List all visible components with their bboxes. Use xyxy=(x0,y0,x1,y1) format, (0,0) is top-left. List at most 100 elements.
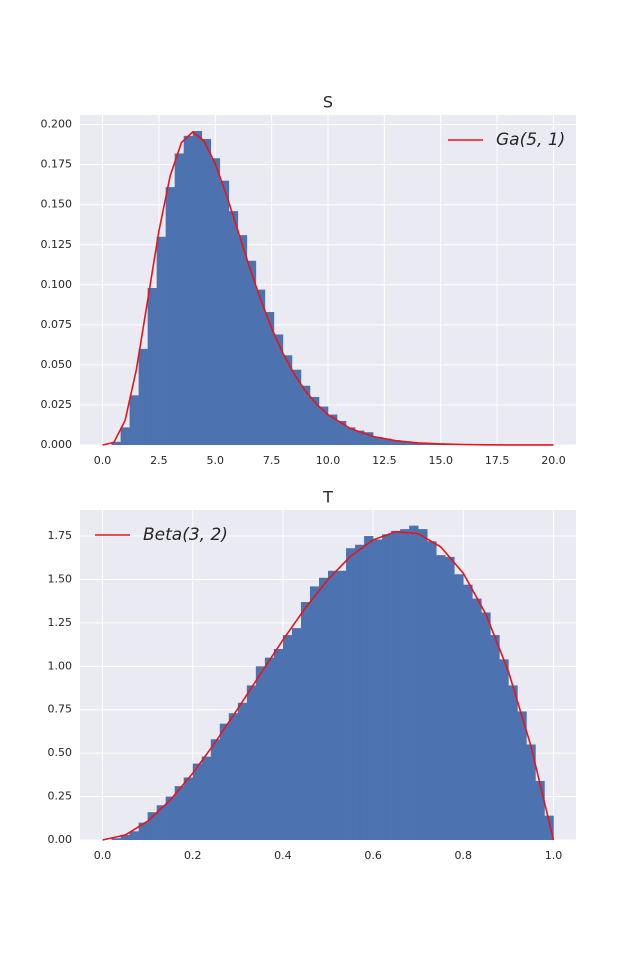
bar xyxy=(201,139,212,446)
y-tick-label: 1.00 xyxy=(48,659,73,672)
y-tick-label: 0.100 xyxy=(41,278,73,291)
bar xyxy=(382,534,392,840)
y-tick-label: 0.50 xyxy=(48,746,73,759)
bar xyxy=(156,805,166,840)
bar xyxy=(291,369,302,445)
bar xyxy=(418,529,428,840)
bar xyxy=(255,289,266,445)
x-tick-label: 5.0 xyxy=(207,454,225,467)
bar xyxy=(318,577,329,840)
y-tick-label: 0.75 xyxy=(48,703,73,716)
bar xyxy=(192,131,203,446)
chart-title: T xyxy=(322,488,333,507)
bar xyxy=(300,602,311,840)
bar xyxy=(147,288,157,445)
bar xyxy=(138,822,148,840)
bar xyxy=(237,702,248,840)
bar xyxy=(165,187,175,445)
bar xyxy=(246,260,257,445)
chart-title: S xyxy=(323,93,333,112)
bar xyxy=(418,443,428,445)
line xyxy=(102,530,555,841)
bar xyxy=(472,598,482,840)
bar xyxy=(436,555,446,840)
bar xyxy=(201,756,212,840)
bar xyxy=(318,406,329,445)
bar xyxy=(111,441,121,445)
legend-label: Beta(3, 2) xyxy=(143,525,228,545)
bar xyxy=(463,584,473,840)
bar xyxy=(400,441,410,445)
bar xyxy=(328,570,338,840)
bar xyxy=(273,334,284,445)
line xyxy=(102,130,554,446)
bar xyxy=(391,530,401,840)
x-tick-label: 15.0 xyxy=(428,454,453,467)
x-tick-label: 2.5 xyxy=(150,454,168,467)
bar xyxy=(147,812,157,840)
bar xyxy=(490,635,500,840)
bar xyxy=(237,235,248,445)
bar xyxy=(309,586,320,840)
x-tick-label: 12.5 xyxy=(372,454,397,467)
bar xyxy=(219,723,230,840)
bar xyxy=(337,420,347,445)
x-tick-label: 0.0 xyxy=(94,454,112,467)
y-tick-label: 0.175 xyxy=(41,158,73,171)
bar xyxy=(346,427,356,445)
bar xyxy=(183,777,194,840)
bar xyxy=(328,414,338,445)
bar xyxy=(156,236,166,445)
bar xyxy=(445,556,455,840)
bar xyxy=(165,796,175,840)
y-tick-label: 0.025 xyxy=(41,398,73,411)
bar xyxy=(273,648,284,840)
y-tick-label: 0.200 xyxy=(41,118,73,131)
bar xyxy=(129,831,139,840)
x-tick-label: 17.5 xyxy=(485,454,510,467)
bar xyxy=(210,158,221,445)
bar xyxy=(120,834,130,840)
bar xyxy=(409,525,419,840)
bar xyxy=(255,666,266,840)
bar xyxy=(526,744,536,840)
y-tick-label: 0.050 xyxy=(41,358,73,371)
y-tick-label: 1.75 xyxy=(48,529,73,542)
bar xyxy=(400,529,410,840)
bar xyxy=(246,685,257,840)
x-tick-label: 7.5 xyxy=(263,454,281,467)
bar xyxy=(210,739,221,840)
x-tick-label: 10.0 xyxy=(316,454,341,467)
bar xyxy=(364,536,374,840)
y-tick-label: 0.150 xyxy=(41,198,73,211)
bar xyxy=(337,570,347,840)
x-tick-label: 0.0 xyxy=(94,849,112,862)
x-tick-label: 0.8 xyxy=(455,849,473,862)
legend-label: Ga(5, 1) xyxy=(496,130,565,150)
y-tick-label: 0.25 xyxy=(48,790,73,803)
y-tick-label: 1.25 xyxy=(48,616,73,629)
bar xyxy=(264,312,275,445)
y-tick-label: 1.50 xyxy=(48,572,73,585)
bar xyxy=(129,395,139,445)
bar xyxy=(427,541,437,840)
bar xyxy=(535,780,545,840)
bar xyxy=(391,440,401,445)
y-tick-label: 0.075 xyxy=(41,318,73,331)
bar xyxy=(508,685,518,840)
y-tick-label: 0.125 xyxy=(41,238,73,251)
bar xyxy=(300,385,311,445)
bar xyxy=(454,574,464,840)
bar xyxy=(499,659,509,840)
bar xyxy=(355,544,365,840)
bar xyxy=(282,635,293,840)
bar xyxy=(364,432,374,445)
bar xyxy=(264,657,275,840)
bar xyxy=(228,713,239,840)
bar xyxy=(282,355,293,445)
bar xyxy=(355,430,365,445)
y-tick-label: 0.00 xyxy=(48,833,73,846)
y-tick-label: 0.000 xyxy=(41,438,73,451)
